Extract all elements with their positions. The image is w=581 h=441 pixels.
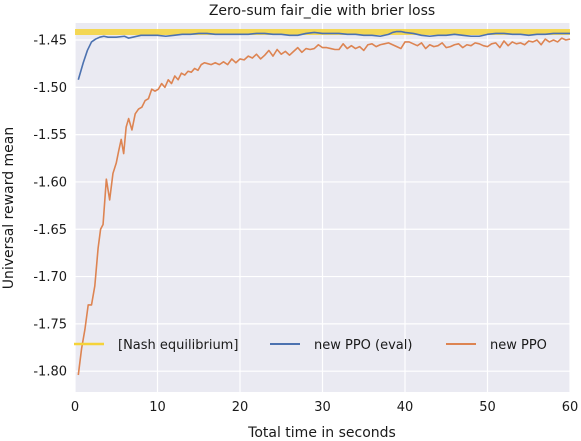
series-line-2	[77, 37, 571, 376]
x-tick-label: 0	[71, 400, 79, 415]
x-tick-label: 40	[397, 400, 414, 415]
x-tick-label: 30	[314, 400, 331, 415]
series-layer	[75, 28, 571, 376]
x-axis-label: Total time in seconds	[247, 425, 396, 441]
y-tick-label: -1.75	[33, 317, 67, 332]
x-tick-labels: 0 10 20 30 40 50 60	[71, 400, 578, 415]
x-tick-label: 50	[479, 400, 496, 415]
legend-label-0: [Nash equilibrium]	[118, 338, 238, 353]
x-tick-label: 10	[149, 400, 166, 415]
series-line-1	[77, 30, 570, 80]
legend-label-1: new PPO (eval)	[314, 338, 412, 353]
y-tick-label: -1.45	[33, 34, 67, 49]
y-tick-label: -1.65	[33, 223, 67, 238]
y-tick-label: -1.70	[33, 270, 67, 285]
x-tick-label: 60	[562, 400, 579, 415]
legend-label-2: new PPO	[490, 338, 547, 353]
grid-lines	[74, 23, 571, 392]
y-tick-label: -1.55	[33, 128, 67, 143]
y-tick-labels: -1.80 -1.75 -1.70 -1.65 -1.60 -1.55 -1.50 -1.45	[33, 34, 67, 380]
legend: [Nash equilibrium] new PPO (eval) new PPO	[74, 338, 547, 353]
y-axis-label: Universal reward mean	[1, 127, 17, 290]
y-tick-label: -1.80	[33, 365, 67, 380]
chart-title: Zero-sum fair_die with brier loss	[209, 3, 435, 19]
x-tick-label: 20	[232, 400, 249, 415]
y-tick-label: -1.50	[33, 81, 67, 96]
y-tick-label: -1.60	[33, 175, 67, 190]
